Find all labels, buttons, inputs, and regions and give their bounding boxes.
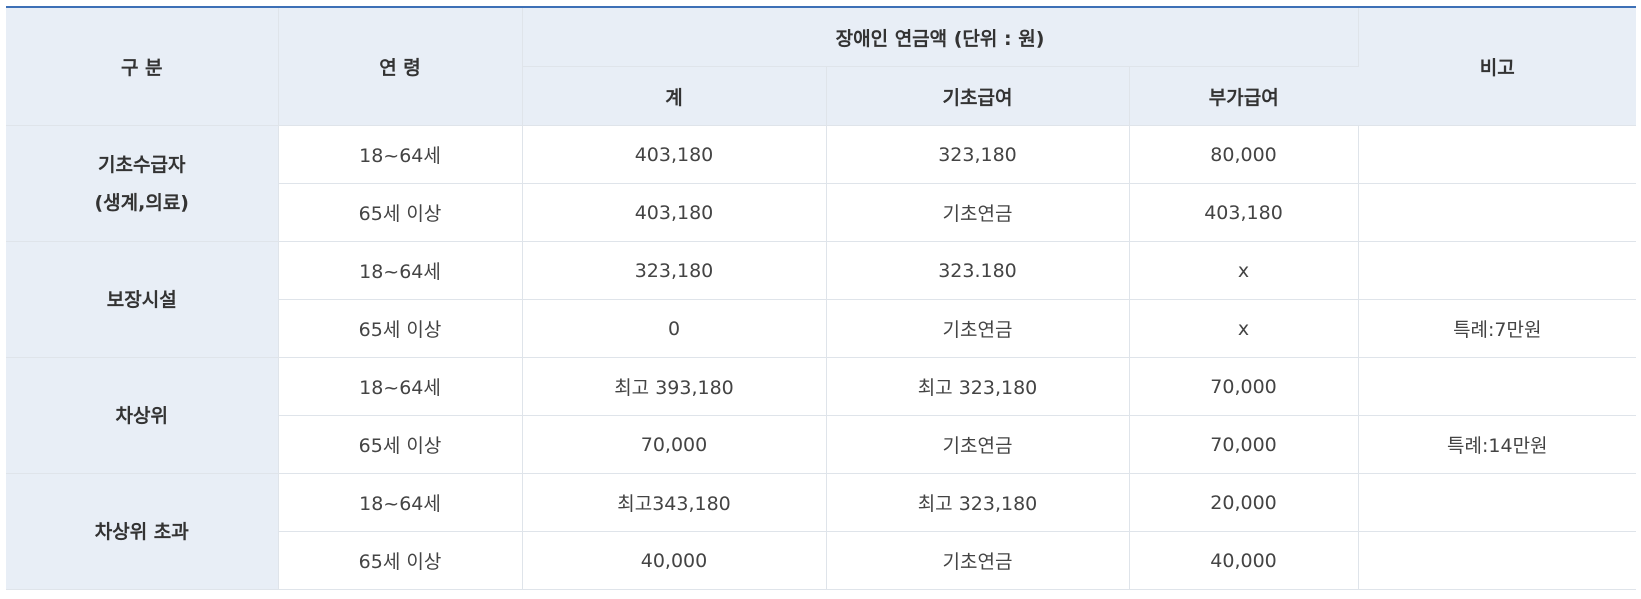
table-body: 기초수급자 (생계,의료) 18~64세 403,180 323,180 80,… [6,125,1637,590]
cell-note [1358,125,1637,184]
table-row: 65세 이상 0 기초연금 x 특례:7만원 [6,299,1637,358]
cell-additional: 70,000 [1129,357,1359,416]
cell-age: 65세 이상 [278,531,523,590]
group-label-line: 기초수급자 [98,153,186,176]
cell-additional: 403,180 [1129,183,1359,242]
cell-note [1358,241,1637,300]
header-category: 구 분 [6,7,279,126]
cell-additional: x [1129,299,1359,358]
cell-note: 특례:14만원 [1358,415,1637,474]
group-label-line: 보장시설 [106,288,177,311]
cell-total: 최고343,180 [522,473,827,532]
cell-total: 40,000 [522,531,827,590]
header-pension-group: 장애인 연금액 (단위 : 원) [522,7,1359,67]
table-row: 65세 이상 70,000 기초연금 70,000 특례:14만원 [6,415,1637,474]
cell-additional: x [1129,241,1359,300]
group-label: 차상위 초과 [6,473,279,590]
cell-age: 18~64세 [278,357,523,416]
cell-total: 최고 393,180 [522,357,827,416]
cell-basic: 기초연금 [826,183,1130,242]
cell-additional: 40,000 [1129,531,1359,590]
cell-age: 18~64세 [278,241,523,300]
table-row: 차상위 초과 18~64세 최고343,180 최고 323,180 20,00… [6,473,1637,590]
cell-age: 65세 이상 [278,415,523,474]
header-basic-benefit: 기초급여 [826,66,1130,126]
cell-additional: 80,000 [1129,125,1359,184]
cell-note [1358,183,1637,242]
cell-total: 403,180 [522,125,827,184]
cell-age: 65세 이상 [278,299,523,358]
cell-additional: 20,000 [1129,473,1359,532]
cell-basic: 기초연금 [826,415,1130,474]
cell-note [1358,473,1637,532]
group-label-line: 차상위 초과 [94,520,189,543]
table-header: 구 분 연 령 장애인 연금액 (단위 : 원) 비고 계 기초급여 부가급여 [6,7,1637,126]
header-total: 계 [522,66,827,126]
cell-total: 323,180 [522,241,827,300]
cell-basic: 기초연금 [826,531,1130,590]
disability-pension-table: 구 분 연 령 장애인 연금액 (단위 : 원) 비고 계 기초급여 부가급여 … [6,6,1637,590]
header-note: 비고 [1358,7,1637,126]
cell-note [1358,531,1637,590]
group-label-line: 차상위 [115,404,168,427]
cell-basic: 최고 323,180 [826,473,1130,532]
header-age: 연 령 [278,7,523,126]
header-additional-benefit: 부가급여 [1129,66,1359,126]
cell-total: 0 [522,299,827,358]
cell-total: 403,180 [522,183,827,242]
table-row: 65세 이상 403,180 기초연금 403,180 [6,183,1637,242]
group-label: 차상위 [6,357,279,474]
table-row: 65세 이상 40,000 기초연금 40,000 [6,531,1637,590]
cell-basic: 기초연금 [826,299,1130,358]
cell-basic: 323,180 [826,125,1130,184]
cell-age: 18~64세 [278,473,523,532]
cell-age: 65세 이상 [278,183,523,242]
cell-total: 70,000 [522,415,827,474]
cell-note: 특례:7만원 [1358,299,1637,358]
table-row: 보장시설 18~64세 323,180 323.180 x [6,241,1637,358]
table-row: 기초수급자 (생계,의료) 18~64세 403,180 323,180 80,… [6,125,1637,242]
table-row: 차상위 18~64세 최고 393,180 최고 323,180 70,000 [6,357,1637,474]
pension-table-container: 구 분 연 령 장애인 연금액 (단위 : 원) 비고 계 기초급여 부가급여 … [6,6,1637,590]
group-label: 기초수급자 (생계,의료) [6,125,279,242]
cell-additional: 70,000 [1129,415,1359,474]
cell-age: 18~64세 [278,125,523,184]
group-label-line: (생계,의료) [94,191,189,214]
cell-basic: 323.180 [826,241,1130,300]
cell-basic: 최고 323,180 [826,357,1130,416]
group-label: 보장시설 [6,241,279,358]
cell-note [1358,357,1637,416]
